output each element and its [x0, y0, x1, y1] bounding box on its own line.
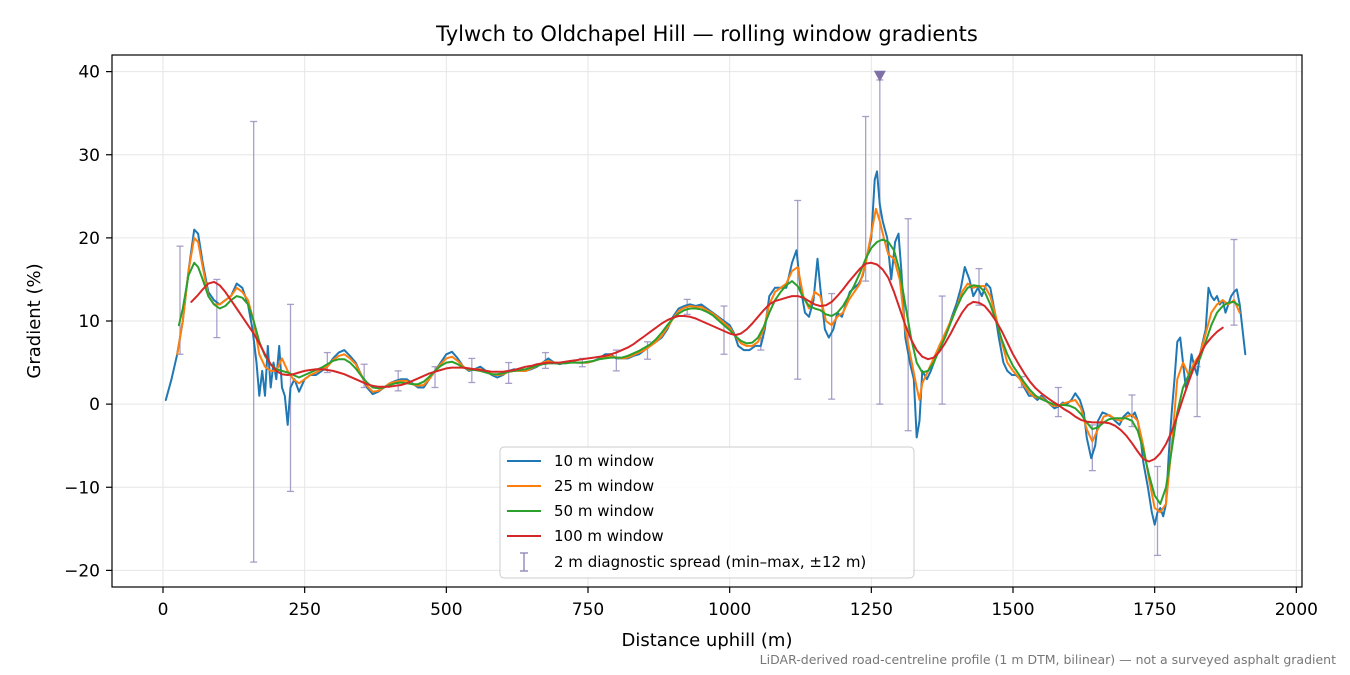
series-line-100m: [190, 261, 1224, 463]
series-lines: [164, 170, 1247, 526]
diagnostic-spread-bar: [828, 292, 836, 400]
legend-entry-25m: 25 m window: [507, 477, 654, 495]
diagnostic-spread-bar: [938, 295, 946, 405]
legend-label-25m: 25 m window: [554, 477, 654, 495]
diagnostic-spread-bar: [794, 199, 802, 380]
y-tick-label: −10: [64, 478, 100, 498]
series-line-50m: [177, 238, 1241, 505]
x-tick-label: 750: [572, 600, 604, 620]
y-tick-label: −20: [64, 561, 100, 581]
legend-entry-10m: 10 m window: [507, 452, 654, 470]
series-line-10m: [164, 170, 1247, 526]
y-tick-label: 30: [78, 146, 100, 166]
y-tick-label: 40: [78, 63, 100, 83]
y-tick-label: 20: [78, 229, 100, 249]
peak-marker-triangle: [873, 70, 886, 82]
legend-entry-100m: 100 m window: [507, 527, 664, 545]
legend-entry-diagnostic: 2 m diagnostic spread (min–max, ±12 m): [520, 552, 866, 572]
x-tick-label: 2000: [1275, 600, 1318, 620]
diagnostic-spread-bar: [1230, 238, 1238, 326]
diagnostic-spread-bar: [862, 115, 870, 282]
legend-label-50m: 50 m window: [554, 502, 654, 520]
legend-label-100m: 100 m window: [554, 527, 664, 545]
x-tick-label: 0: [158, 600, 169, 620]
x-tick-label: 500: [430, 600, 462, 620]
x-tick-label: 1500: [991, 600, 1034, 620]
diagnostic-spread-bar: [505, 361, 513, 384]
y-axis-title: Gradient (%): [24, 263, 45, 378]
legend-errorbar-icon: [520, 552, 528, 572]
legend: 10 m window 25 m window 50 m window 100 …: [499, 446, 915, 579]
y-tick-label: 0: [89, 395, 100, 415]
legend-entry-50m: 50 m window: [507, 502, 654, 520]
footnote: LiDAR-derived road-centreline profile (1…: [760, 652, 1336, 667]
axis-ticks: 0 250 500 750 1000 1250 1500 1750 2000 −20 −10 0 10 2…: [64, 63, 1318, 620]
diagnostic-spread-bar: [644, 341, 651, 360]
y-tick-label: 10: [78, 312, 100, 332]
x-axis-title: Distance uphill (m): [622, 630, 793, 651]
x-tick-label: 1250: [850, 600, 893, 620]
peak-marker: [873, 70, 886, 82]
chart-title: Tylwch to Oldchapel Hill — rolling windo…: [435, 22, 978, 46]
x-tick-label: 1750: [1133, 600, 1176, 620]
legend-label-10m: 10 m window: [554, 452, 654, 470]
x-tick-label: 1000: [708, 600, 751, 620]
grid: [112, 55, 1302, 587]
diagnostic-spread-bar: [1054, 386, 1062, 418]
diagnostic-spread-bar: [213, 278, 221, 339]
legend-box: [499, 446, 915, 579]
legend-label-diagnostic: 2 m diagnostic spread (min–max, ±12 m): [554, 553, 866, 571]
x-tick-label: 250: [288, 600, 320, 620]
